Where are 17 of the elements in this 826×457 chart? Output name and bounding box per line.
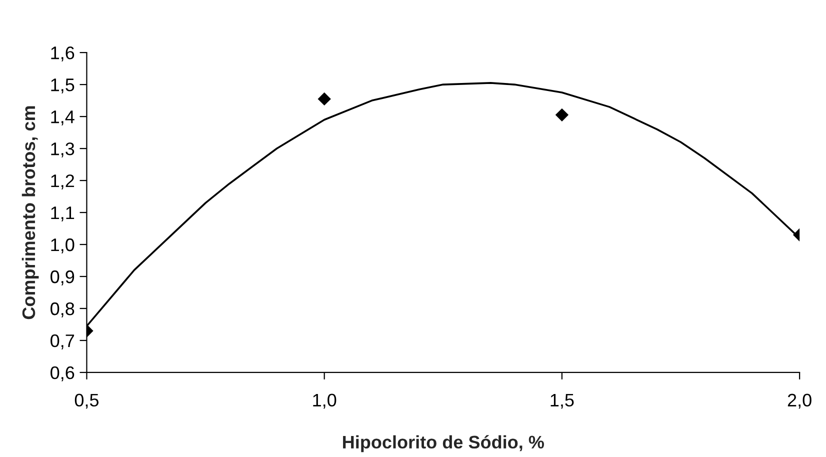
y-tick-label: 1,1	[51, 206, 74, 222]
x-tick-label: 1,0	[313, 394, 336, 409]
y-tick-label: 1,5	[51, 78, 74, 94]
x-tick-label: 0,5	[74, 394, 99, 409]
y-axis-title: Comprimento brotos, cm	[22, 106, 39, 320]
x-tick-label: 1,5	[550, 394, 574, 409]
y-tick-label: 1,2	[51, 174, 74, 190]
x-tick-label: 2,0	[788, 394, 812, 409]
y-tick-label: 1,6	[51, 46, 74, 62]
x-axis-title: Hipoclorito de Sódio, %	[343, 435, 544, 452]
y-tick-label: 0,9	[50, 270, 74, 286]
y-tick-label: 1,3	[51, 142, 74, 158]
y-tick-label: 0,7	[50, 334, 74, 350]
y-tick-label: 1,0	[51, 238, 74, 254]
y-tick-label: 0,8	[50, 302, 74, 318]
y-tick-label: 1,4	[51, 110, 74, 126]
y-tick-label: 0,6	[50, 366, 74, 382]
